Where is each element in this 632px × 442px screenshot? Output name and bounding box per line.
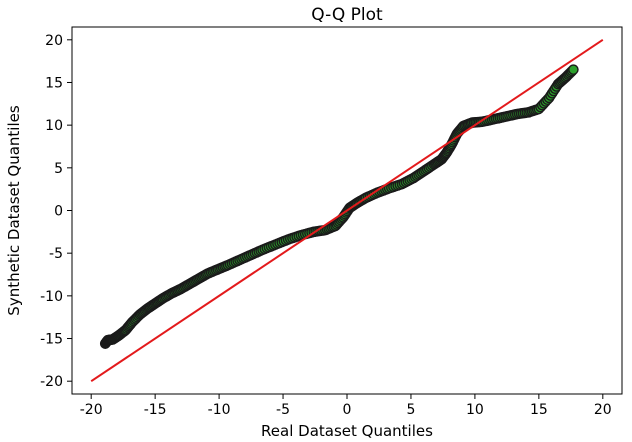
chart-title: Q-Q Plot [311, 5, 383, 25]
y-axis-label: Synthetic Dataset Quantiles [5, 105, 23, 316]
y-tick-label: -10 [40, 289, 63, 305]
reference-line [90, 38, 604, 383]
x-tick-label: 5 [406, 402, 415, 418]
y-tick-label: -20 [40, 374, 63, 390]
data-point [568, 64, 579, 75]
x-tick-label: -15 [144, 402, 167, 418]
y-tick-label: 10 [45, 118, 63, 134]
y-tick-label: 0 [54, 204, 63, 220]
x-tick-label: 20 [594, 402, 612, 418]
y-tick-label: -5 [49, 246, 63, 262]
x-tick-label: 15 [530, 402, 548, 418]
y-tick-label: 15 [45, 75, 63, 91]
y-tick-label: 5 [54, 161, 63, 177]
x-tick-label: 10 [466, 402, 484, 418]
axis-ticks: -20 -15 -10 -5 0 5 10 15 20 -20 -15 -10 -5 0 5 10 15 20 [40, 33, 612, 418]
x-tick-label: 0 [343, 402, 352, 418]
data-marks [90, 38, 604, 383]
x-tick-label: -5 [276, 402, 290, 418]
x-tick-label: -10 [208, 402, 231, 418]
x-axis-label: Real Dataset Quantiles [261, 422, 433, 440]
y-tick-label: 20 [45, 33, 63, 49]
x-tick-label: -20 [80, 402, 103, 418]
y-tick-label: -15 [40, 332, 63, 348]
